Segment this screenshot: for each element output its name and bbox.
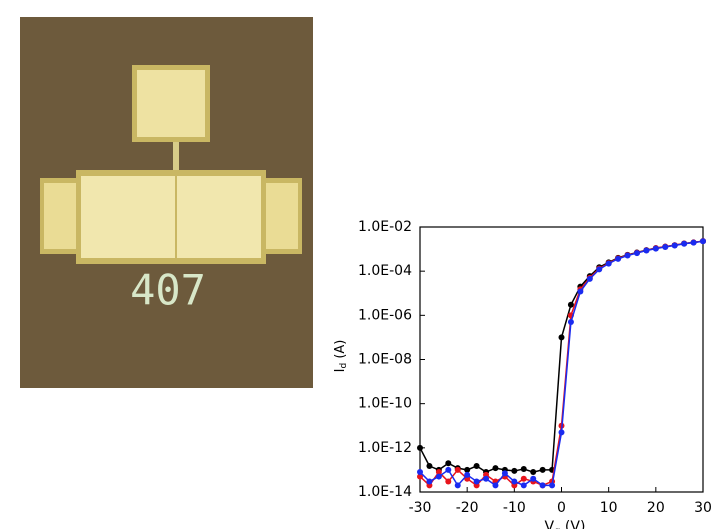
data-point (464, 471, 471, 478)
data-point (501, 470, 508, 477)
y-tick-label: 1.0E-02 (358, 219, 412, 235)
data-point (426, 463, 433, 470)
x-tick-label: 0 (557, 500, 566, 516)
data-point (643, 247, 650, 254)
plot-frame (419, 226, 704, 493)
x-label-main: V (545, 519, 555, 529)
data-point (445, 460, 452, 467)
x-tick-label: 10 (600, 500, 618, 516)
x-tick-label: 20 (647, 500, 665, 516)
data-point (473, 463, 480, 470)
x-tick-label: -30 (409, 500, 432, 516)
data-point (586, 275, 593, 282)
y-tick-label: 1.0E-12 (358, 440, 412, 456)
data-point (596, 266, 603, 273)
y-label-main: I (333, 369, 348, 373)
data-point (633, 250, 640, 257)
data-point (520, 466, 527, 473)
micrograph: 407 (20, 17, 313, 388)
series-line (419, 240, 704, 487)
drain-pad-inner (264, 183, 298, 249)
data-point (662, 243, 669, 250)
y-tick-label: 1.0E-08 (358, 352, 412, 368)
data-point (483, 475, 490, 482)
y-tick-label: 1.0E-14 (358, 484, 412, 500)
gate-pad-inner (137, 70, 205, 137)
data-point (690, 239, 697, 246)
data-point (435, 473, 442, 480)
gap (175, 172, 177, 262)
x-tick-label: 30 (694, 500, 712, 516)
y-label-sub: d (339, 363, 349, 369)
series-line (419, 240, 704, 487)
data-point (511, 478, 518, 485)
data-point (615, 255, 622, 262)
data-point (558, 334, 565, 341)
device-label: 407 (130, 266, 206, 315)
data-point (492, 465, 499, 472)
data-point (417, 444, 423, 451)
data-point (445, 478, 452, 485)
data-point (492, 482, 499, 489)
data-point (454, 466, 461, 473)
data-point (700, 238, 706, 245)
data-point (549, 482, 556, 489)
data-point (577, 288, 584, 295)
source-pad-inner (44, 183, 78, 249)
y-label-unit: (A) (333, 340, 348, 363)
data-point (435, 469, 442, 476)
y-axis-label: Id (A) (333, 340, 349, 373)
data-point (417, 473, 423, 480)
y-tick-label: 1.0E-06 (358, 307, 412, 323)
data-point (473, 478, 480, 485)
data-point (530, 469, 537, 476)
x-axis-label: Vg (V) (545, 519, 586, 529)
data-point (454, 482, 461, 489)
data-point (539, 482, 546, 489)
y-tick-label: 1.0E-04 (358, 263, 412, 279)
data-point (605, 260, 612, 267)
x-tick-label: -10 (503, 500, 526, 516)
x-tick-label: -20 (456, 500, 479, 516)
gate-line (173, 142, 179, 174)
x-label-unit: (V) (560, 519, 585, 529)
data-point (520, 475, 527, 482)
data-point (624, 252, 631, 259)
channel-inner (81, 176, 261, 258)
data-point (567, 318, 574, 325)
data-point (681, 240, 688, 247)
data-point (530, 475, 537, 482)
data-point (520, 482, 527, 489)
data-point (652, 245, 659, 252)
y-tick-label: 1.0E-10 (358, 396, 412, 412)
data-point (417, 469, 423, 476)
data-point (671, 242, 678, 249)
data-point (445, 466, 452, 473)
data-point (539, 466, 546, 473)
data-point (511, 467, 518, 474)
data-point (464, 466, 471, 473)
data-point (558, 429, 565, 436)
data-point (567, 301, 574, 308)
data-point (426, 478, 433, 485)
x-label-sub: g (554, 526, 560, 529)
series-line (419, 240, 704, 473)
